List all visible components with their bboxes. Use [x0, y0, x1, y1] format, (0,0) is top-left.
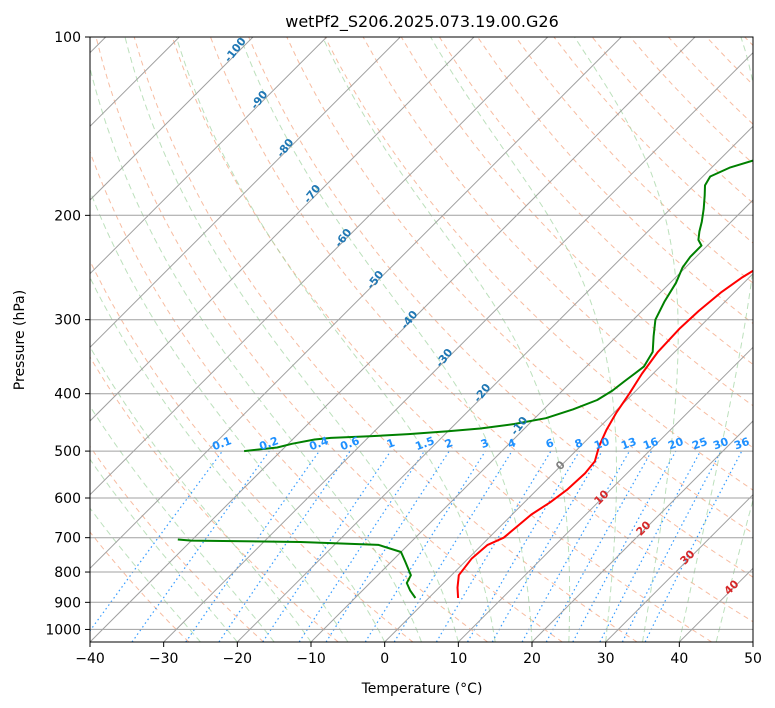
isotherm-line	[605, 493, 753, 642]
plot-frame	[89, 36, 754, 643]
dry-adiabat-line	[133, 37, 638, 642]
mixing-ratio-label: 2	[443, 436, 455, 451]
mixing-ratio-label: 13	[619, 435, 638, 452]
mixing-ratio-label: 0.2	[257, 434, 280, 453]
y-axis: 100 200 300 400 500 600 700 800 900 1000	[45, 30, 90, 638]
isotherm-line	[90, 37, 401, 349]
dry-adiabat-line	[90, 531, 190, 642]
moist-adiabat-line	[678, 37, 753, 642]
mixing-ratio-label: 1.5	[413, 434, 436, 453]
moist-adiabat-line	[90, 458, 238, 642]
moist-adiabat-line	[124, 37, 459, 642]
isotherm-line	[90, 37, 622, 570]
moist-adiabat-line	[430, 37, 617, 642]
mixing-ratio-label: 0.1	[210, 434, 233, 453]
mixing-ratio-label: 0.6	[338, 434, 361, 453]
isotherm-line	[236, 125, 753, 642]
background-lines	[90, 37, 753, 642]
mixing-ratio-label: 20	[666, 435, 685, 453]
mixing-ratio-line	[185, 450, 320, 642]
mixing-ratio-line	[364, 450, 486, 642]
mixing-ratio-line	[325, 450, 450, 642]
mixing-ratio-label: 30	[711, 435, 730, 453]
x-tick-label: 20	[523, 651, 541, 667]
isotherm-line	[90, 37, 475, 422]
y-axis-title: Pressure (hPa)	[12, 290, 28, 390]
moist-adiabat-line	[175, 37, 496, 642]
mixing-ratio-label: 1	[385, 436, 397, 451]
mixing-ratio-line	[599, 450, 702, 642]
isotherm-line	[457, 346, 753, 642]
moist-adiabat-line	[322, 37, 571, 642]
mixing-ratio-label: 25	[690, 435, 709, 452]
isotherm-line	[90, 37, 254, 201]
dry-adiabat-line	[515, 37, 753, 284]
moist-adiabat-line	[90, 276, 349, 642]
isotherm-line	[752, 641, 753, 642]
x-tick-label: 50	[744, 651, 762, 667]
moist-adiabat-line	[239, 37, 533, 642]
isotherm-line	[531, 420, 753, 642]
chart-title: wetPf2_S206.2025.073.19.00.G26	[285, 12, 559, 32]
mixing-ratio-label: 4	[506, 436, 518, 451]
dry-adiabat-line	[438, 37, 753, 366]
y-tick-label: 900	[54, 595, 81, 611]
dry-adiabat-line	[95, 37, 563, 642]
dewpoint-profile-line	[177, 538, 417, 599]
mixing-ratio-label: 8	[573, 436, 585, 451]
data-series	[177, 159, 753, 599]
x-tick-label: −20	[223, 651, 253, 667]
x-tick-label: 30	[597, 651, 615, 667]
mixing-ratio-label: 10	[592, 435, 611, 453]
dewpoint-profile-line	[243, 159, 753, 453]
x-tick-label: 40	[670, 651, 688, 667]
y-tick-label: 800	[54, 565, 81, 581]
isotherm-line	[310, 199, 753, 642]
x-tick-label: 0	[380, 651, 389, 667]
y-tick-label: 200	[54, 208, 81, 224]
mixing-ratio-label: 0.4	[307, 434, 330, 453]
x-tick-label: −40	[75, 651, 105, 667]
x-axis: −40 −30 −20 −10 0 10 20 30 40 50	[75, 642, 762, 667]
dry-adiabat-line	[90, 445, 264, 642]
isotherm-line	[90, 37, 549, 496]
dry-adiabat-line	[400, 37, 753, 407]
moist-adiabat-line	[90, 65, 422, 642]
mixing-ratio-label: 16	[641, 435, 660, 453]
x-tick-label: −10	[296, 651, 326, 667]
y-tick-label: 500	[54, 444, 81, 460]
mixing-ratio-line	[218, 450, 351, 642]
y-tick-label: 700	[54, 531, 81, 547]
mixing-ratio-label: 3	[479, 436, 491, 451]
mixing-ratio-label: 6	[544, 436, 556, 451]
x-tick-label: −30	[149, 651, 179, 667]
moist-adiabat-line	[715, 498, 753, 642]
mixing-ratio-line	[298, 450, 425, 642]
y-tick-label: 300	[54, 313, 81, 329]
y-tick-label: 600	[54, 491, 81, 507]
y-tick-label: 100	[54, 30, 81, 46]
y-tick-label: 1000	[45, 622, 81, 638]
temperature-profile-line	[456, 269, 753, 599]
mixing-ratio-line	[572, 450, 677, 642]
mixing-ratio-label: 36	[732, 435, 751, 453]
mixing-ratio-line	[466, 450, 580, 642]
y-tick-label: 400	[54, 387, 81, 403]
x-tick-label: 10	[449, 651, 467, 667]
dry-adiabat-line	[171, 37, 712, 642]
dry-adiabat-line	[210, 37, 753, 623]
moist-adiabat-line	[90, 189, 386, 642]
dry-adiabat-line	[90, 150, 488, 642]
dry-adiabat-line	[248, 37, 753, 578]
mixing-ratio-line	[435, 450, 552, 642]
mixing-ratio-line	[262, 450, 392, 642]
isotherm-line	[90, 37, 328, 275]
isotherm-line	[384, 272, 753, 642]
moist-adiabat-line	[90, 405, 275, 642]
x-axis-title: Temperature (°C)	[361, 681, 483, 697]
